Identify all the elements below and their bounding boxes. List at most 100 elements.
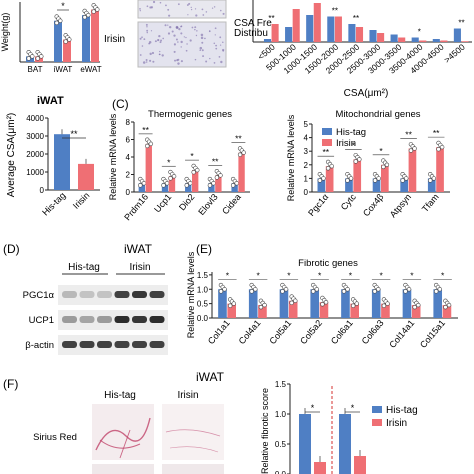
micrograph-cell <box>191 26 194 29</box>
avg-y-tick-label: 0 <box>40 186 45 195</box>
micrograph-cell <box>177 41 179 43</box>
iwat-label-left: iWAT <box>37 95 64 107</box>
iwat-label-f: iWAT <box>196 370 225 384</box>
blot-band <box>114 291 130 298</box>
micrograph-cell <box>188 2 191 5</box>
mito-bar <box>400 178 408 192</box>
mito-point <box>408 148 414 153</box>
score-legend-irisin: Irisin <box>386 418 407 429</box>
fibrotic-score-chart: 0.0 0.5 1.0 1.5 Relative fibrotic score * * His… <box>260 380 418 474</box>
micrograph-cell <box>167 32 171 35</box>
fib-point <box>434 289 439 294</box>
mito-point <box>325 166 331 171</box>
fib-sig-marker: * <box>226 270 230 280</box>
hist-group-label: His-tag <box>104 390 136 401</box>
weight-bar <box>63 39 71 62</box>
score-legend-his-tag: His-tag <box>386 405 418 416</box>
mito-y-tick-label: 1 <box>304 174 309 183</box>
thermo-x-tick-label: Cidea <box>220 192 243 216</box>
fib-point <box>381 303 387 308</box>
micrograph-cell <box>201 41 204 44</box>
mito-point <box>345 178 350 183</box>
fib-point <box>443 304 448 310</box>
hist-image-row2 <box>92 464 154 474</box>
score-y-tick-label: 1.0 <box>275 410 287 419</box>
avg-y-tick-label: 2000 <box>26 150 44 159</box>
csa-bar <box>411 37 419 42</box>
fib-point <box>403 289 408 294</box>
micrograph-cell <box>185 49 188 52</box>
blot-lane-background <box>58 285 168 305</box>
mito-sig-marker: ** <box>433 128 440 138</box>
csa-bar <box>440 40 448 42</box>
csa-bar <box>432 39 440 42</box>
fib-point <box>222 287 227 292</box>
fib-bar <box>319 302 329 318</box>
micrograph-cell <box>145 59 148 62</box>
mito-sig-marker: * <box>352 140 356 150</box>
micrograph-cell <box>143 38 146 41</box>
hist-collagen-fiber <box>119 429 131 459</box>
score-sig-marker: * <box>311 403 315 413</box>
thermo-bar <box>238 152 245 192</box>
fib-bar <box>411 305 421 318</box>
micrograph-cell <box>201 8 204 11</box>
thermo-y-tick-label: 2 <box>126 171 131 180</box>
fib-bar <box>310 289 320 318</box>
fib-point <box>249 289 254 294</box>
micrograph-cell <box>173 50 176 53</box>
mito-point <box>428 178 433 183</box>
weight-point <box>35 56 40 61</box>
western-blot-panel: His-tag Irisin PGC1α UCP1 β-actin <box>23 262 168 355</box>
micrograph-his-tag <box>137 0 227 19</box>
mito-y-tick-label: 5 <box>304 120 309 129</box>
csa-bar <box>327 16 335 42</box>
micrograph-cell <box>139 7 141 10</box>
panel-label-f: (F) <box>3 377 18 391</box>
mito-point <box>321 176 326 181</box>
micrograph-cell <box>178 27 181 31</box>
micrograph-cell <box>186 4 189 6</box>
fib-sig-marker: * <box>318 270 322 280</box>
mito-point <box>384 162 390 168</box>
avg-y-label: Average CSA(μm²) <box>6 113 17 198</box>
micrograph-cell <box>167 8 170 11</box>
hist-collagen-fiber <box>95 417 151 451</box>
weight-bar <box>82 15 90 62</box>
csa-bar <box>390 34 398 42</box>
micrograph-cell <box>180 32 183 35</box>
score-y-tick-label: 0.0 <box>275 470 287 474</box>
weight-x-tick-label: BAT <box>28 65 43 74</box>
mito-point <box>353 159 358 164</box>
thermo-point <box>241 150 246 155</box>
thermo-point <box>184 183 189 188</box>
csa-bar <box>461 41 469 42</box>
weight-y-label: Weight(g) <box>0 13 10 52</box>
thermo-y-tick-label: 6 <box>126 136 131 145</box>
mito-point <box>431 176 437 181</box>
mito-y-tick-label: 3 <box>304 147 309 156</box>
micrograph-cell <box>218 56 221 58</box>
micrograph-cell <box>146 29 149 32</box>
csa-bar <box>313 3 321 42</box>
thermo-point <box>237 152 243 157</box>
fib-sig-marker: * <box>256 270 260 280</box>
mito-legend-swatch-irisin <box>322 139 332 146</box>
mito-y-label: Relative mRNA levels <box>286 114 296 201</box>
fib-sig-marker: * <box>379 270 383 280</box>
thermo-point <box>145 143 150 149</box>
fib-x-tick-label: Col15a1 <box>418 318 447 350</box>
mito-point <box>436 147 441 152</box>
micrograph-cell <box>139 10 141 12</box>
micrograph-cell <box>202 55 205 58</box>
micrograph-cell <box>222 41 224 44</box>
mito-bar <box>427 178 436 192</box>
micrograph-cell <box>180 40 183 44</box>
avg-x-tick-label: His-tag <box>40 190 67 217</box>
micrograph-cell <box>209 57 211 60</box>
thermogenic-genes-chart: 0 2 4 6 8 Thermogenic genes Relative mRNA leve… <box>108 109 250 222</box>
thermo-sig-marker: * <box>190 151 194 161</box>
micrograph-cell <box>199 46 203 50</box>
micrograph-cell <box>159 50 161 53</box>
